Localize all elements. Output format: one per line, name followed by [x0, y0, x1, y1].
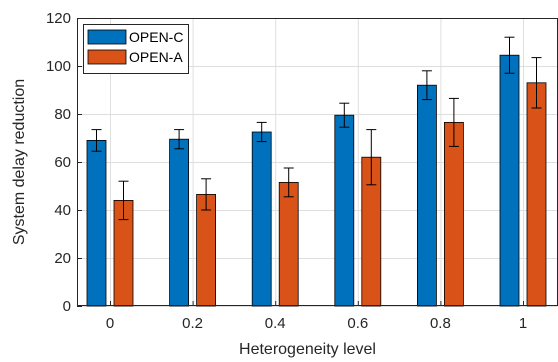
x-tick-label: 0.6: [347, 315, 368, 332]
bar-open-a: [443, 122, 464, 307]
y-axis: 0 20 40 60 80 100 120: [46, 10, 82, 315]
legend: OPEN-C OPEN-A: [83, 24, 189, 74]
bars: [86, 54, 547, 307]
legend-label-open-a: OPEN-A: [129, 49, 183, 65]
bar-open-a: [278, 181, 299, 307]
legend-swatch-open-a: [87, 49, 127, 65]
y-tick-label: 100: [46, 58, 71, 75]
bar-open-a: [196, 193, 217, 307]
error-bars: [91, 36, 542, 221]
bar-open-a: [526, 82, 547, 307]
y-axis-label: System delay reduction: [11, 79, 28, 245]
y-tick-label: 40: [54, 202, 71, 219]
bar-open-c: [334, 114, 355, 307]
legend-label-open-c: OPEN-C: [129, 29, 183, 45]
x-axis: 0 0.2 0.4 0.6 0.8 1: [106, 301, 527, 332]
x-tick-label: 0.8: [430, 315, 451, 332]
y-tick-label: 120: [46, 10, 71, 27]
x-tick-label: 1: [519, 315, 527, 332]
bar-open-c: [416, 84, 437, 307]
x-tick-label: 0.4: [265, 315, 286, 332]
y-tick-label: 60: [54, 154, 71, 171]
bar-open-c: [86, 139, 107, 307]
x-tick-label: 0: [106, 315, 114, 332]
bar-open-c: [499, 54, 520, 307]
legend-swatch-open-c: [87, 29, 127, 45]
bar-open-c: [251, 131, 272, 307]
x-tick-label: 0.2: [182, 315, 203, 332]
y-tick-label: 0: [63, 298, 71, 315]
y-tick-label: 20: [54, 250, 71, 267]
y-tick-label: 80: [54, 106, 71, 123]
x-axis-label: Heterogeneity level: [239, 341, 376, 358]
bar-open-c: [169, 138, 190, 307]
